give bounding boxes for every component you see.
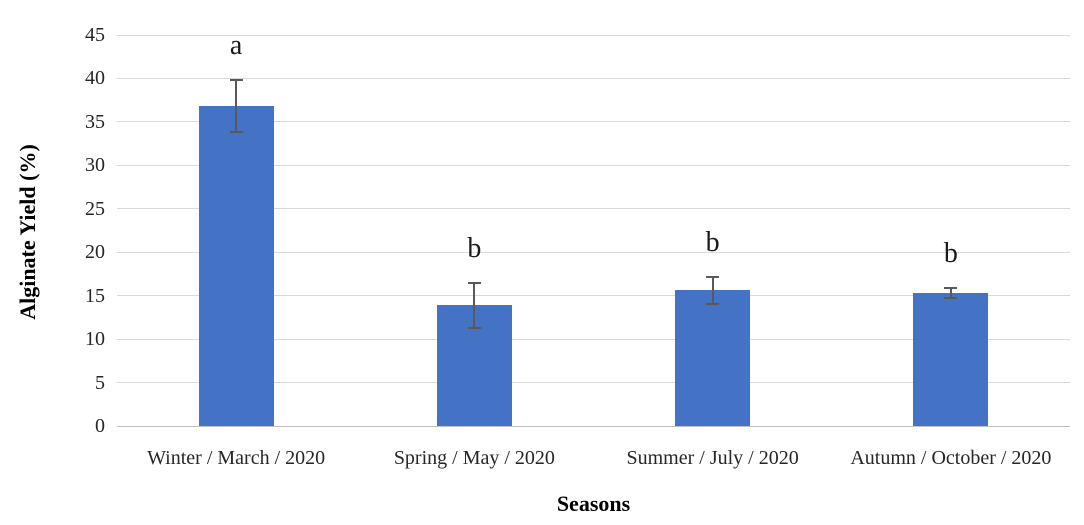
error-bar-cap-top — [467, 281, 481, 284]
bar-3 — [675, 290, 751, 426]
x-axis-line — [117, 425, 1070, 427]
error-bar-line — [711, 276, 714, 305]
y-tick-label: 0 — [95, 415, 105, 437]
error-bar-line — [235, 80, 238, 133]
significance-letter: b — [705, 226, 720, 258]
x-tick-label: Summer / July / 2020 — [626, 447, 799, 469]
gridline — [117, 77, 1070, 79]
y-axis-title: Alginate Yield (%) — [15, 144, 40, 320]
error-bar-line — [473, 282, 476, 328]
gridline — [117, 295, 1070, 297]
error-bar-cap-top — [229, 79, 243, 82]
x-axis-title: Seasons — [556, 491, 631, 516]
y-tick-label: 35 — [85, 110, 105, 133]
gridline — [117, 164, 1070, 166]
error-bar-cap-bottom — [944, 297, 958, 300]
y-tick-label: 45 — [85, 24, 105, 46]
x-tick-label: Winter / March / 2020 — [147, 447, 326, 469]
y-tick-label: 30 — [85, 154, 105, 177]
error-bar-cap-top — [944, 286, 958, 289]
y-tick-label: 10 — [85, 328, 105, 351]
gridline — [117, 121, 1070, 123]
error-bar-cap-bottom — [229, 131, 243, 134]
gridline — [117, 382, 1070, 384]
gridline — [117, 208, 1070, 210]
y-tick-label: 25 — [85, 197, 105, 220]
gridline — [117, 251, 1070, 253]
x-tick-label: Autumn / October / 2020 — [850, 447, 1052, 469]
significance-letter: a — [229, 30, 243, 62]
y-tick-label: 15 — [85, 284, 105, 307]
significance-letter: b — [467, 232, 482, 264]
error-bar-cap-top — [706, 275, 720, 278]
x-tick-label: Spring / May / 2020 — [393, 447, 555, 469]
y-tick-label: 20 — [85, 241, 105, 264]
bar-4 — [913, 293, 989, 426]
error-bar-cap-bottom — [706, 303, 720, 306]
y-tick-label: 40 — [85, 67, 105, 90]
significance-letter: b — [943, 237, 958, 269]
bar-1 — [198, 106, 274, 426]
error-bar-cap-bottom — [467, 326, 481, 329]
gridline — [117, 338, 1070, 340]
gridline — [117, 34, 1070, 36]
y-tick-label: 5 — [95, 371, 105, 394]
error-bar-line — [949, 287, 952, 299]
